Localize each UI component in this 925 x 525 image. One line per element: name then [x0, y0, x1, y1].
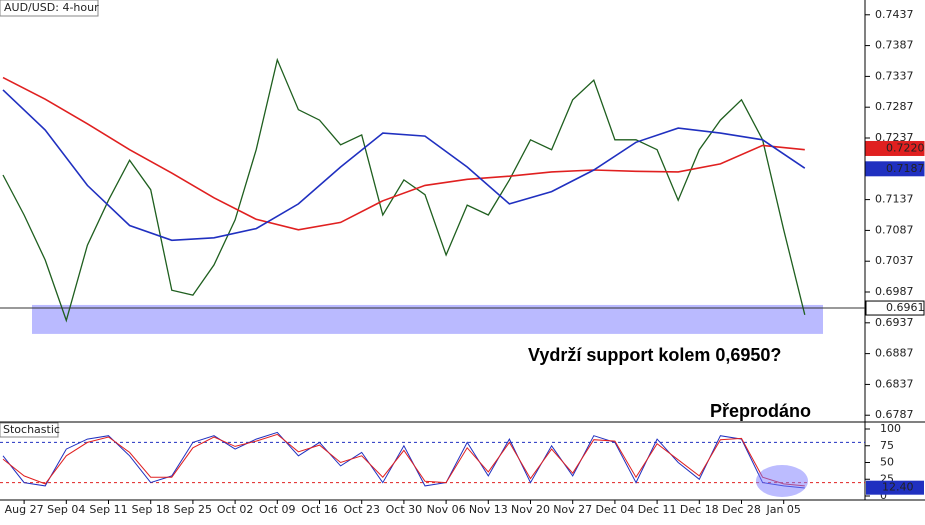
y-tick-label: 0.7287 [875, 100, 914, 113]
y-tick-label: 0.7087 [875, 223, 914, 236]
y-tick-label: 0.6837 [875, 377, 914, 390]
y-tick-label: 0.7037 [875, 254, 914, 267]
y-tick-label: 0.7337 [875, 69, 914, 82]
chart-title: AUD/USD: 4-hour [4, 1, 99, 14]
y-tick-label: 0.7237 [875, 131, 914, 144]
y-tick-label: 0.6887 [875, 347, 914, 360]
stoch-tick-label: 0 [880, 489, 887, 502]
title-box [0, 0, 99, 17]
price-marker-label: 0.7220 [886, 141, 925, 154]
x-tick-label: Jan 05 [765, 503, 800, 516]
x-tick-label: Oct 23 [343, 503, 380, 516]
price-marker-label: 0.7187 [886, 162, 925, 175]
price-line [2, 57, 806, 323]
stoch-tick-label: 75 [880, 439, 894, 452]
stoch-tick-label: 50 [880, 456, 894, 469]
x-tick-label: Nov 20 [511, 503, 550, 516]
x-tick-label: Oct 30 [386, 503, 423, 516]
stoch-line [2, 433, 805, 487]
y-tick-label: 0.6987 [875, 285, 914, 298]
x-tick-label: Dec 28 [722, 503, 761, 516]
moving-average [2, 89, 806, 242]
x-tick-label: Dec 11 [638, 503, 677, 516]
price-marker-label: 0.6961 [886, 301, 925, 314]
stoch-title: Stochastic [3, 423, 60, 436]
price-marker [865, 140, 925, 156]
x-tick-label: Sep 25 [174, 503, 212, 516]
price-marker [865, 161, 925, 177]
stoch-title-box [0, 422, 59, 438]
x-tick-label: Nov 06 [427, 503, 466, 516]
price-marker [865, 300, 925, 316]
y-tick-label: 0.7137 [875, 193, 914, 206]
x-tick-label: Sep 04 [47, 503, 85, 516]
x-tick-label: Oct 02 [217, 503, 254, 516]
stoch-marker [866, 480, 924, 495]
y-tick-label: 0.7387 [875, 39, 914, 52]
x-tick-label: Oct 09 [259, 503, 296, 516]
x-tick-label: Nov 27 [553, 503, 592, 516]
stoch-tick-label: 100 [880, 422, 901, 435]
x-tick-label: Aug 27 [5, 503, 44, 516]
y-tick-label: 0.7437 [875, 8, 914, 21]
x-tick-label: Oct 16 [301, 503, 338, 516]
moving-average [2, 76, 805, 231]
x-tick-label: Sep 11 [89, 503, 127, 516]
y-tick-label: 0.6937 [875, 316, 914, 329]
y-tick-label: 0.6787 [875, 408, 914, 421]
stoch-annotation: Přeprodáno [710, 401, 811, 421]
x-tick-label: Dec 18 [680, 503, 719, 516]
annotation: Vydrží support kolem 0,6950? [528, 345, 781, 365]
x-tick-label: Dec 04 [596, 503, 635, 516]
x-tick-label: Nov 13 [469, 503, 508, 516]
support-band [32, 304, 823, 334]
oversold-highlight [756, 465, 808, 497]
stoch-marker-label: 12.40 [882, 481, 914, 494]
x-tick-label: Sep 18 [132, 503, 170, 516]
